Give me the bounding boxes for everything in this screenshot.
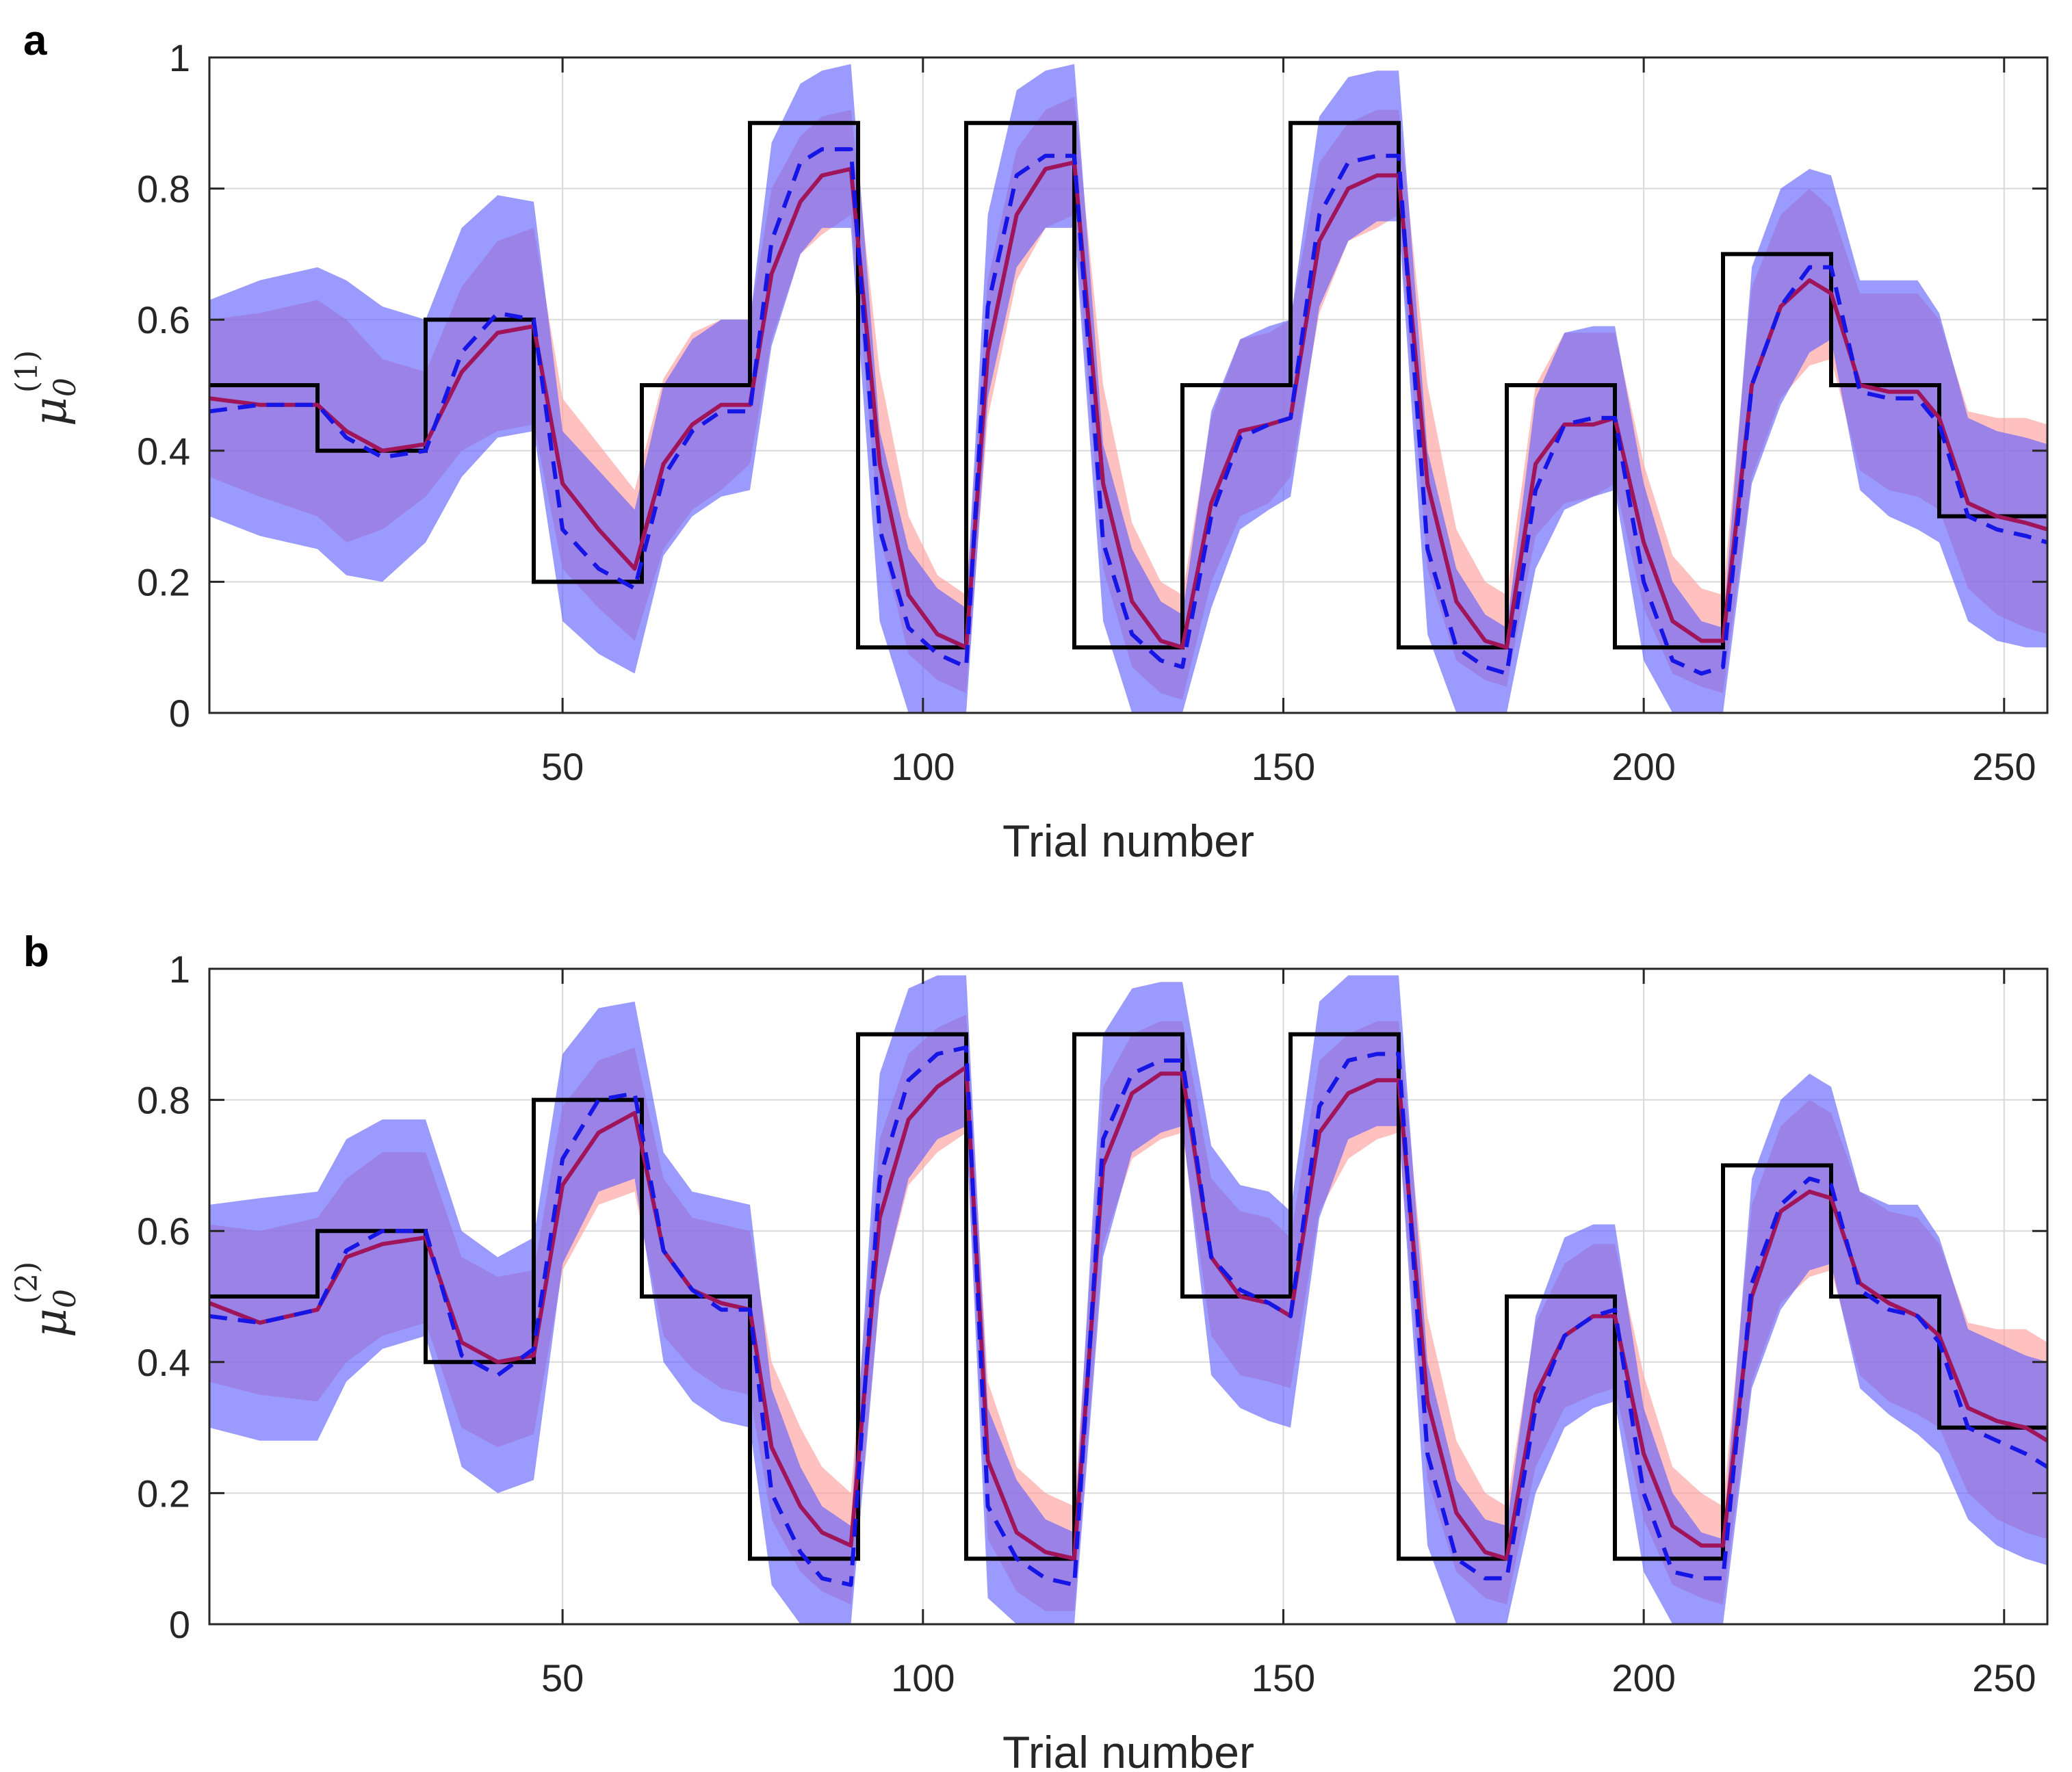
y-tick-label: 0.6 bbox=[137, 1210, 190, 1253]
y-tick-label: 0 bbox=[169, 1603, 190, 1646]
plot-content bbox=[209, 975, 2047, 1624]
y-tick-label: 0.6 bbox=[137, 298, 190, 341]
series-line-dashed bbox=[209, 1045, 2047, 1587]
y-axis-label-subscript: 0 bbox=[48, 378, 83, 397]
y-axis-label-subscript: 0 bbox=[48, 1289, 83, 1308]
chart-panel-b: 50 100 150 200 250 0 0.2 0.4 0.6 0.8 1 Trial number… bbox=[10, 928, 2049, 1772]
plot-content bbox=[209, 64, 2047, 713]
y-tick-label: 0 bbox=[169, 692, 190, 735]
y-tick-label: 0.2 bbox=[137, 560, 190, 603]
x-tick-label: 150 bbox=[1252, 745, 1315, 788]
y-axis-label-superscript: (1) bbox=[10, 350, 44, 393]
true-probability-steps bbox=[209, 120, 2047, 650]
y-axis-label-superscript: (2) bbox=[10, 1262, 44, 1304]
y-tick-label: 1 bbox=[169, 948, 190, 991]
x-axis-label: Trial number bbox=[1002, 1727, 1254, 1772]
series-line-dashed bbox=[209, 147, 2047, 676]
x-tick-label: 250 bbox=[1972, 1656, 2036, 1699]
y-tick-label: 0.4 bbox=[137, 430, 190, 473]
chart-panel-a: 50 100 150 200 250 0 0.2 0.4 0.6 0.8 1 Trial number… bbox=[10, 17, 2049, 866]
x-tick-label: 200 bbox=[1611, 1656, 1675, 1699]
y-tick-label: 0.4 bbox=[137, 1341, 190, 1384]
axes-box bbox=[208, 967, 2049, 1626]
true-probability-steps bbox=[209, 1032, 2047, 1561]
x-axis-label: Trial number bbox=[1002, 816, 1254, 866]
y-axis-label: μ0(1) bbox=[10, 350, 83, 426]
x-tick-label: 100 bbox=[891, 1656, 955, 1699]
y-tick-label: 1 bbox=[169, 36, 190, 79]
y-tick-label: 0.8 bbox=[137, 168, 190, 211]
x-tick-label: 250 bbox=[1972, 745, 2036, 788]
y-axis-label: μ0(2) bbox=[10, 1262, 83, 1338]
y-axis-label-symbol: μ bbox=[24, 397, 77, 426]
panel-label: b bbox=[23, 928, 49, 976]
x-tick-label: 100 bbox=[891, 745, 955, 788]
x-tick-label: 150 bbox=[1252, 1656, 1315, 1699]
y-tick-label: 0.8 bbox=[137, 1079, 190, 1122]
axes-box bbox=[208, 56, 2049, 714]
y-axis-label-symbol: μ bbox=[24, 1308, 77, 1338]
x-tick-label: 50 bbox=[541, 745, 584, 788]
y-tick-label: 0.2 bbox=[137, 1472, 190, 1515]
panel-label: a bbox=[23, 17, 47, 64]
x-tick-label: 50 bbox=[541, 1656, 584, 1699]
x-tick-label: 200 bbox=[1611, 745, 1675, 788]
